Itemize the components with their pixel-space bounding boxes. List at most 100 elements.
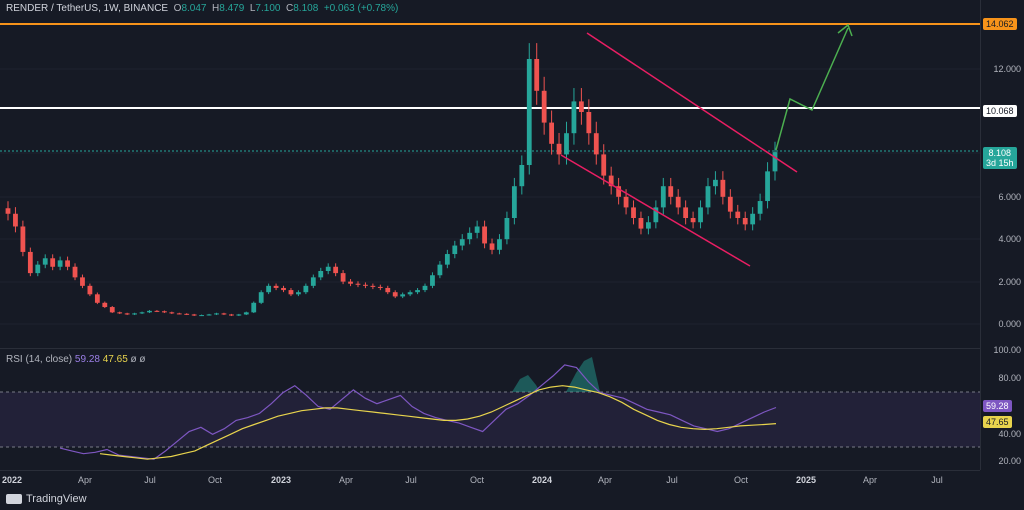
candle-body[interactable] [750,213,756,225]
candle-body[interactable] [288,290,294,295]
candle-body[interactable] [541,90,547,123]
time-axis[interactable]: 2022 Apr Jul Oct 2023 Apr Jul Oct 2024 A… [0,470,980,491]
candle-body[interactable] [698,207,703,223]
candle-body[interactable] [57,260,63,267]
candle-body[interactable] [675,196,681,208]
candle-body[interactable] [80,277,85,286]
candle-body[interactable] [20,226,26,252]
candle-body[interactable] [169,312,175,314]
candle-body[interactable] [258,292,264,303]
candle-body[interactable] [87,285,93,295]
candle-body[interactable] [772,152,778,172]
candle-body[interactable] [556,143,562,155]
symbol-title[interactable]: RENDER / TetherUS, 1W, BINANCE [6,3,169,14]
projection-arrow[interactable] [775,27,849,151]
candle-body[interactable] [273,285,279,288]
candle-body[interactable] [735,211,741,218]
candle-body[interactable] [705,186,711,208]
candle-body[interactable] [511,186,517,218]
candle-body[interactable] [377,286,383,288]
candle-body[interactable] [489,243,495,250]
candle-body[interactable] [668,186,674,197]
candle-body[interactable] [221,313,227,315]
candle-body[interactable] [228,314,234,316]
candle-body[interactable] [348,281,353,284]
candle-body[interactable] [5,208,11,214]
candle-body[interactable] [199,315,205,317]
candle-body[interactable] [50,258,56,267]
candle-body[interactable] [206,314,212,316]
candle-body[interactable] [564,133,569,155]
candle-body[interactable] [571,101,577,134]
channel-upper-line[interactable] [586,32,798,173]
candle-body[interactable] [534,59,540,91]
candle-body[interactable] [690,218,696,223]
candle-body[interactable] [132,313,137,315]
candle-body[interactable] [42,258,48,265]
candle-body[interactable] [601,154,607,176]
candle-body[interactable] [318,271,324,278]
candle-body[interactable] [497,239,502,250]
candle-body[interactable] [467,232,473,240]
candle-body[interactable] [638,218,644,229]
candle-body[interactable] [325,266,331,271]
candle-body[interactable] [370,285,376,287]
candle-body[interactable] [363,284,368,286]
candle-body[interactable] [504,218,510,240]
candle-body[interactable] [139,312,145,314]
candle-body[interactable] [623,196,629,208]
rsi-title[interactable]: RSI (14, close) [6,354,73,365]
candle-body[interactable] [35,264,41,274]
candle-body[interactable] [124,313,130,315]
candle-body[interactable] [333,266,339,274]
candle-body[interactable] [65,260,70,267]
candle-body[interactable] [653,207,659,223]
price-scale[interactable]: 14.062 12.000 10.068 8.108 3d 15h 6.000 … [980,0,1024,470]
candle-body[interactable] [593,133,599,155]
candle-body[interactable] [742,218,748,225]
candle-body[interactable] [459,239,465,246]
candle-body[interactable] [243,312,249,315]
candle-body[interactable] [303,285,309,293]
candle-body[interactable] [191,314,197,316]
candle-body[interactable] [184,313,190,315]
candle-body[interactable] [27,251,33,274]
candle-body[interactable] [526,59,532,165]
candle-body[interactable] [452,245,458,255]
candle-body[interactable] [72,266,78,278]
price-chart[interactable]: RENDER / TetherUS, 1W, BINANCE O8.047 H8… [0,0,980,345]
candle-body[interactable] [266,285,272,293]
candle-body[interactable] [727,196,733,212]
candle-body[interactable] [616,186,622,197]
candle-body[interactable] [154,310,160,312]
rsi-panel[interactable] [0,348,980,471]
candle-body[interactable] [385,287,391,293]
candle-body[interactable] [578,101,584,112]
candle-body[interactable] [646,222,651,229]
candle-body[interactable] [296,292,301,295]
candle-body[interactable] [422,285,428,291]
channel-lower-line[interactable] [560,154,751,267]
candle-body[interactable] [608,175,614,187]
candle-body[interactable] [437,264,443,276]
candle-body[interactable] [355,283,361,285]
candle-body[interactable] [13,213,18,227]
candle-body[interactable] [161,311,167,313]
candle-body[interactable] [310,277,316,286]
candle-body[interactable] [430,275,435,286]
candle-body[interactable] [102,302,108,308]
candle-body[interactable] [713,179,718,187]
candle-body[interactable] [474,226,480,233]
candle-body[interactable] [407,292,413,295]
candle-body[interactable] [482,226,487,244]
candle-body[interactable] [117,312,123,314]
candle-body[interactable] [683,207,689,218]
tradingview-brand[interactable]: TradingView [6,493,87,505]
candle-body[interactable] [176,313,182,315]
rsi-ma-line[interactable] [99,385,777,460]
candle-body[interactable] [660,186,666,208]
candle-body[interactable] [251,302,257,313]
candle-body[interactable] [631,207,636,218]
candle-body[interactable] [415,290,420,293]
candle-body[interactable] [392,292,398,297]
